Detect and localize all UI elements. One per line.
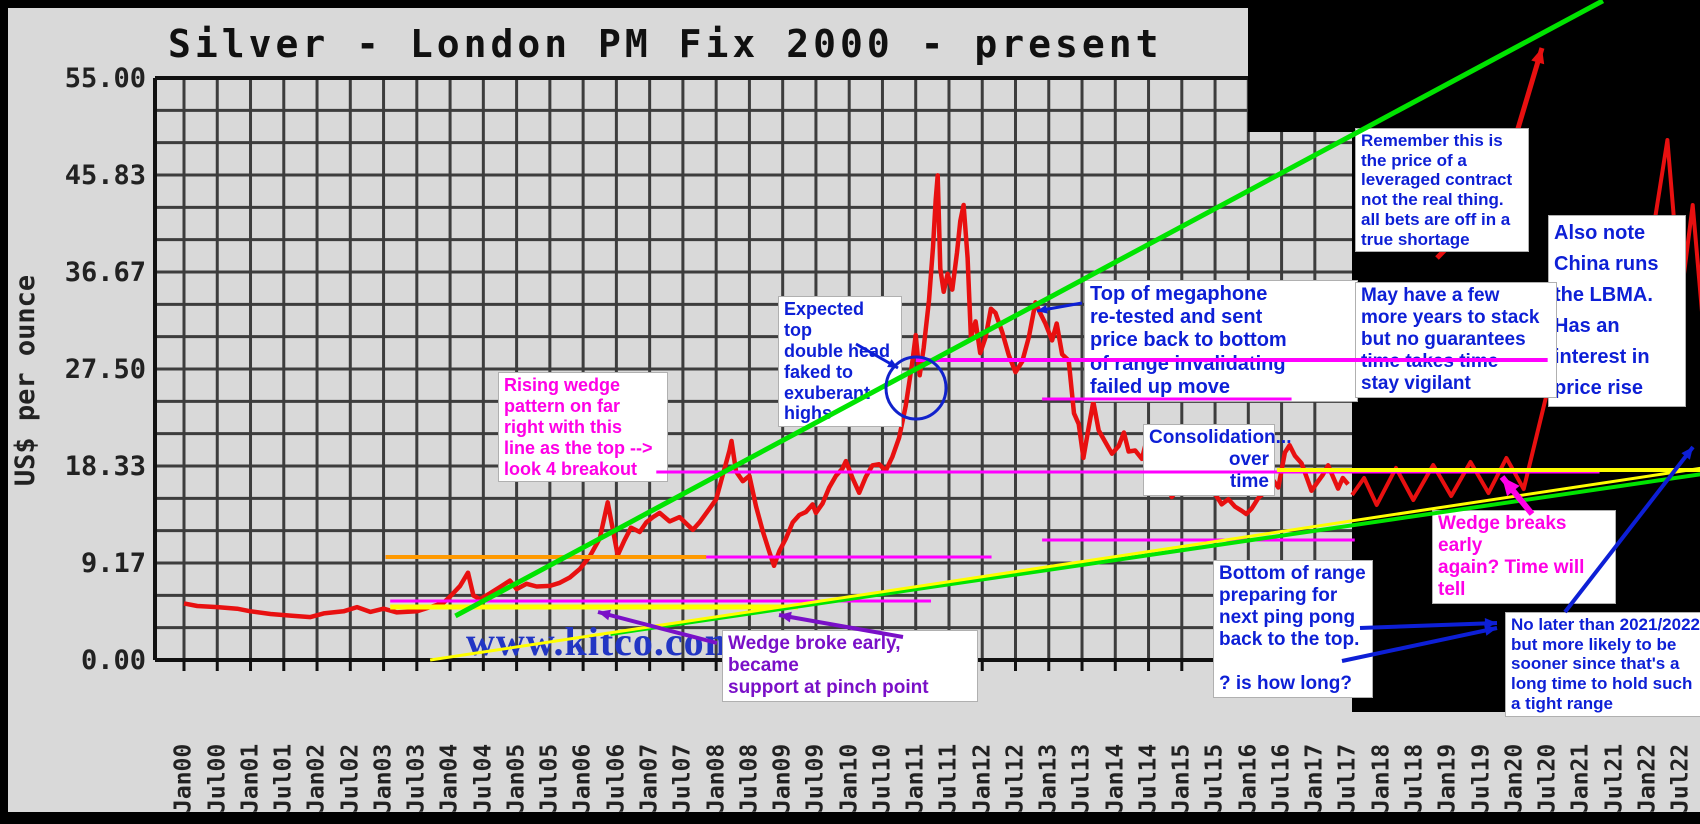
x-tick-label: Jul05: [536, 743, 563, 813]
y-tick-label: 36.67: [64, 257, 146, 288]
y-tick-label: 45.83: [64, 160, 146, 191]
x-tick-label: Jan02: [304, 743, 331, 813]
x-tick-label: Jul04: [470, 743, 497, 813]
x-tick-label: Jul01: [270, 743, 297, 813]
x-tick-label: Jul15: [1202, 743, 1229, 813]
x-tick-label: Jan03: [370, 743, 397, 813]
x-tick-label: Jan13: [1035, 743, 1062, 813]
x-tick-label: Jan00: [171, 743, 197, 813]
y-tick-label: 55.00: [64, 63, 146, 94]
black-paint-top-right: [1248, 8, 1352, 132]
note-bottom-range: Bottom of range preparing for next ping …: [1213, 560, 1373, 699]
note-rising-wedge: Rising wedge pattern on far right with t…: [498, 372, 668, 483]
y-tick-label: 18.33: [64, 451, 146, 482]
y-tick-label: 0.00: [80, 645, 146, 676]
x-tick-label: Jan16: [1235, 743, 1262, 813]
x-tick-label: Jan06: [570, 743, 597, 813]
y-axis-title-text: US$ per ounce: [10, 274, 42, 486]
x-tick-label: Jan14: [1102, 743, 1129, 813]
x-tick-label: Jan05: [503, 743, 530, 813]
x-tick-label: Jan01: [237, 743, 264, 813]
note-consolidation: Consolidation... over time: [1143, 424, 1292, 497]
y-tick-label: 27.50: [64, 354, 146, 385]
chart-title: Silver - London PM Fix 2000 - present: [168, 22, 1163, 66]
note-megaphone: Top of megaphone re-tested and sent pric…: [1084, 280, 1358, 402]
x-tick-label: Jul14: [1135, 743, 1162, 813]
x-tick-label: Jan04: [437, 743, 464, 813]
kitco-watermark: www.kitco.com: [466, 619, 739, 664]
x-tick-label: Jul13: [1069, 743, 1096, 813]
note-no-later: No later than 2021/2022 but more likely …: [1505, 612, 1700, 717]
y-axis-title: US$ per ounce: [6, 180, 46, 580]
y-tick-label: 9.17: [80, 548, 146, 579]
x-tick-label: Jul02: [337, 743, 364, 813]
x-tick-label: Jul07: [669, 743, 696, 813]
x-tick-label: Jan17: [1301, 743, 1328, 813]
note-wedge-broke: Wedge broke early, became support at pin…: [722, 630, 978, 703]
note-wedge-breaks: Wedge breaks early again? Time will tell: [1432, 510, 1616, 605]
x-tick-label: Jan15: [1168, 743, 1195, 813]
note-remember: Remember this is the price of a leverage…: [1355, 128, 1529, 253]
x-tick-label: Jul00: [204, 743, 231, 813]
axis-label-strip-right: [1352, 712, 1700, 812]
x-tick-label: Jul06: [603, 743, 630, 813]
note-may-have: May have a few more years to stack but n…: [1355, 282, 1557, 399]
x-tick-label: Jan07: [636, 743, 663, 813]
x-tick-label: Jul03: [403, 743, 430, 813]
note-expected-top: Expected top double head faked to exuber…: [778, 296, 902, 428]
x-tick-label: Jul12: [1002, 743, 1029, 813]
note-china: Also note China runs the LBMA. Has an in…: [1548, 215, 1686, 407]
x-tick-label: Jul16: [1268, 743, 1295, 813]
